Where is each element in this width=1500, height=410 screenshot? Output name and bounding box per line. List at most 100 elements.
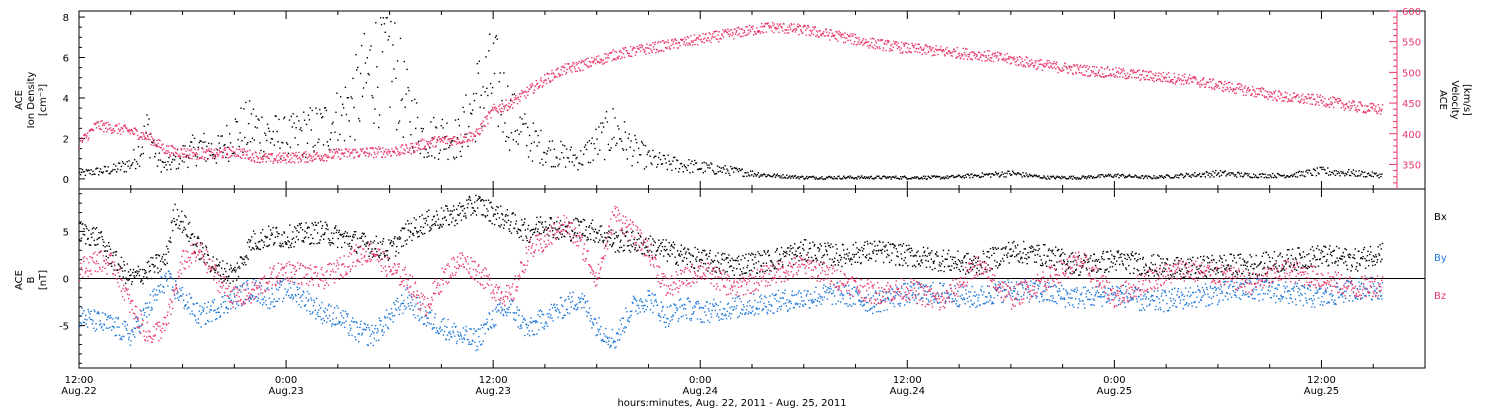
b-x-point	[506, 209, 508, 211]
density-point	[1060, 177, 1062, 180]
density-point	[1188, 175, 1190, 177]
velocity-point	[405, 144, 408, 147]
density-point	[207, 157, 209, 160]
velocity-point	[399, 153, 402, 156]
density-point	[415, 102, 418, 104]
velocity-tick-label: 450	[1402, 99, 1421, 110]
velocity-point	[1246, 89, 1248, 91]
velocity-point	[911, 42, 913, 45]
density-point	[1061, 175, 1063, 178]
density-point	[902, 176, 905, 178]
density-point	[880, 177, 882, 180]
b-x-point	[713, 267, 715, 269]
density-point	[266, 123, 269, 125]
density-point	[1109, 173, 1112, 176]
density-point	[826, 177, 829, 179]
velocity-point	[718, 31, 720, 33]
density-point	[273, 144, 275, 146]
b-x-point	[560, 224, 562, 226]
velocity-point	[818, 36, 820, 38]
velocity-point	[768, 27, 771, 29]
density-point	[814, 178, 816, 180]
density-point	[754, 173, 757, 176]
b-x-point	[535, 227, 537, 229]
density-point	[1187, 173, 1189, 175]
velocity-point	[1370, 102, 1373, 105]
velocity-point	[1016, 56, 1018, 59]
velocity-point	[461, 142, 464, 144]
velocity-point	[457, 138, 460, 140]
velocity-point	[300, 159, 303, 161]
velocity-point	[161, 144, 163, 146]
velocity-point	[499, 103, 501, 106]
density-point	[318, 138, 320, 140]
density-point	[1218, 175, 1221, 178]
b-x-point	[771, 261, 773, 264]
density-point	[1005, 176, 1007, 178]
velocity-point	[283, 159, 286, 161]
density-point	[1251, 176, 1253, 179]
velocity-point	[1285, 97, 1287, 99]
density-point	[1376, 175, 1378, 177]
velocity-point	[188, 149, 190, 152]
b-x-point	[164, 264, 167, 266]
density-point	[900, 176, 902, 178]
velocity-point	[511, 100, 513, 102]
velocity-point	[790, 23, 792, 25]
density-point	[375, 22, 377, 24]
velocity-point	[1084, 74, 1086, 77]
b-x-point	[185, 216, 187, 218]
b-x-point	[214, 269, 217, 272]
velocity-point	[1190, 81, 1193, 83]
b-x-point	[285, 242, 287, 244]
velocity-point	[846, 37, 848, 39]
velocity-point	[1261, 87, 1263, 89]
b-x-point	[451, 221, 453, 223]
b-axis-label: ACE	[14, 270, 25, 290]
velocity-point	[1315, 101, 1318, 103]
velocity-point	[668, 46, 670, 48]
b-x-point	[376, 250, 378, 253]
velocity-point	[213, 149, 216, 151]
velocity-point	[894, 43, 896, 45]
velocity-point	[208, 148, 210, 150]
velocity-point	[1037, 66, 1039, 68]
density-point	[171, 161, 173, 163]
velocity-point	[652, 42, 654, 44]
velocity-point	[261, 158, 263, 160]
density-point	[956, 175, 958, 177]
velocity-point	[882, 49, 884, 52]
b-x-point	[407, 220, 409, 222]
b-x-point	[644, 247, 646, 249]
velocity-point	[126, 129, 129, 131]
density-point	[674, 156, 676, 159]
density-point	[1054, 178, 1057, 180]
velocity-point	[249, 156, 252, 159]
density-point	[459, 150, 461, 153]
b-x-point	[790, 248, 792, 250]
density-point	[145, 132, 147, 134]
b-x-point	[774, 251, 777, 253]
density-point	[1303, 175, 1305, 177]
velocity-point	[1233, 89, 1235, 91]
b-x-point	[237, 275, 240, 278]
density-point	[1079, 178, 1081, 180]
b-x-point	[572, 237, 574, 239]
b-x-point	[387, 250, 389, 252]
velocity-point	[770, 27, 772, 29]
density-point	[721, 171, 723, 173]
velocity-point	[810, 30, 812, 33]
velocity-point	[742, 35, 744, 37]
density-point	[385, 17, 387, 19]
velocity-point	[905, 51, 907, 53]
velocity-point	[631, 49, 633, 51]
velocity-point	[639, 46, 641, 49]
velocity-point	[843, 36, 845, 39]
density-point	[791, 175, 794, 177]
velocity-point	[109, 124, 111, 126]
velocity-point	[322, 159, 324, 162]
density-point	[432, 137, 434, 139]
velocity-point	[1314, 98, 1316, 101]
velocity-point	[185, 156, 188, 159]
velocity-point	[623, 48, 625, 51]
